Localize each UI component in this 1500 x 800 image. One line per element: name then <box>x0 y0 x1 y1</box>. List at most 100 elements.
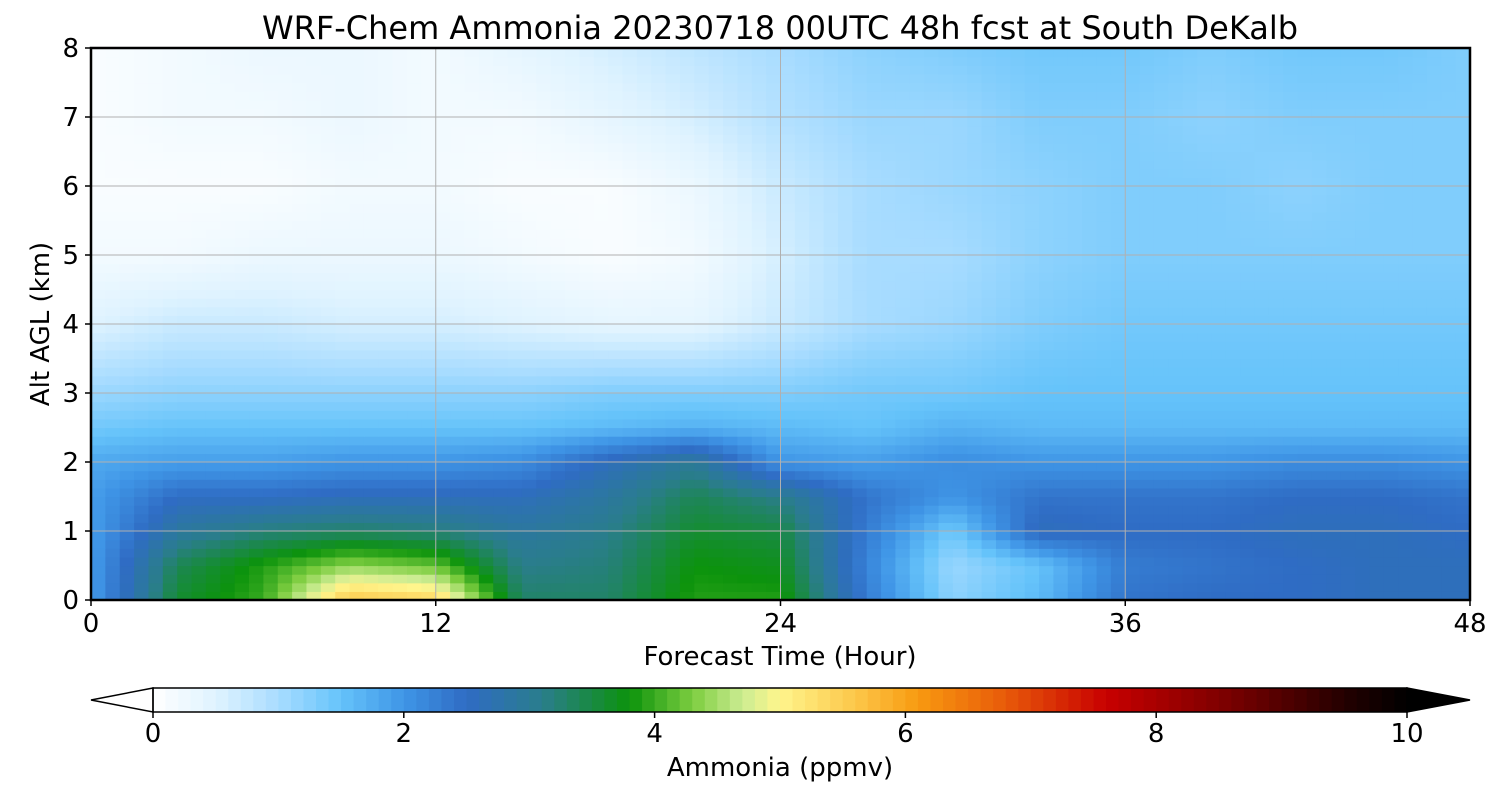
heatmap-cell <box>292 211 308 222</box>
heatmap-cell <box>249 246 264 256</box>
heatmap-cell <box>1240 401 1256 411</box>
heatmap-cell <box>249 582 264 592</box>
heatmap-cell <box>1355 410 1371 420</box>
heatmap-cell <box>1355 246 1371 256</box>
heatmap-cell <box>895 548 911 558</box>
heatmap-cell <box>378 479 394 489</box>
heatmap-cell <box>1441 298 1457 308</box>
heatmap-cell <box>1240 289 1256 299</box>
heatmap-cell <box>636 444 652 454</box>
heatmap-cell <box>593 556 609 567</box>
heatmap-cell <box>1211 487 1227 498</box>
heatmap-cell <box>723 479 738 489</box>
heatmap-cell <box>608 306 624 316</box>
heatmap-cell <box>895 582 911 592</box>
heatmap-cell <box>1326 272 1342 282</box>
heatmap-cell <box>134 462 150 472</box>
heatmap-cell <box>622 556 638 567</box>
heatmap-cell <box>1024 574 1040 584</box>
heatmap-cell <box>1412 272 1428 282</box>
heatmap-cell <box>392 151 408 161</box>
heatmap-cell <box>1211 591 1227 600</box>
heatmap-cell <box>493 237 509 247</box>
heatmap-cell <box>1398 237 1414 247</box>
heatmap-cell <box>809 324 825 334</box>
heatmap-cell <box>837 280 853 291</box>
heatmap-cell <box>1039 418 1055 429</box>
heatmap-cell <box>378 591 394 600</box>
heatmap-cell <box>837 237 853 247</box>
heatmap-cell <box>1096 531 1112 541</box>
heatmap-cell <box>780 418 796 429</box>
heatmap-cell <box>435 211 451 222</box>
heatmap-cell <box>1455 591 1470 600</box>
heatmap-cell <box>1024 505 1040 515</box>
heatmap-cell <box>234 384 250 394</box>
heatmap-cell <box>1153 384 1169 394</box>
heatmap-cell <box>177 168 193 178</box>
heatmap-cell <box>809 289 825 299</box>
heatmap-cell <box>909 427 925 437</box>
heatmap-cell <box>1283 565 1299 575</box>
heatmap-cell <box>1197 548 1213 558</box>
heatmap-cell <box>363 358 379 368</box>
heatmap-cell <box>938 220 954 230</box>
heatmap-cell <box>1082 444 1098 454</box>
heatmap-cell <box>177 401 193 411</box>
heatmap-cell <box>1455 263 1470 273</box>
heatmap-cell <box>220 341 236 351</box>
heatmap-cell <box>1369 341 1385 351</box>
heatmap-cell <box>536 151 552 161</box>
heatmap-cell <box>1153 556 1169 567</box>
heatmap-cell <box>292 444 308 454</box>
heatmap-cell <box>1283 505 1299 515</box>
heatmap-cell <box>1240 574 1256 584</box>
heatmap-cell <box>1225 384 1241 394</box>
heatmap-cell <box>162 522 178 532</box>
heatmap-cell <box>766 513 782 523</box>
heatmap-cell <box>679 531 695 541</box>
heatmap-cell <box>881 315 897 325</box>
heatmap-cell <box>1139 367 1155 377</box>
heatmap-cell <box>995 246 1011 256</box>
heatmap-cell <box>1340 280 1356 291</box>
heatmap-cell <box>766 462 782 472</box>
heatmap-cell <box>263 496 279 506</box>
heatmap-cell <box>1010 186 1026 196</box>
heatmap-cell <box>593 306 609 316</box>
heatmap-cell <box>1311 315 1327 325</box>
heatmap-cell <box>1125 203 1141 213</box>
heatmap-cell <box>119 272 135 282</box>
heatmap-cell <box>608 539 624 549</box>
heatmap-cell <box>550 401 566 411</box>
heatmap-cell <box>1139 211 1155 222</box>
heatmap-cell <box>723 280 738 291</box>
heatmap-cell <box>1268 280 1284 291</box>
heatmap-cell <box>565 160 580 170</box>
heatmap-cell <box>1254 539 1270 549</box>
heatmap-cell <box>1326 565 1342 575</box>
heatmap-cell <box>349 194 365 204</box>
heatmap-cell <box>306 324 322 334</box>
heatmap-cell <box>1441 548 1457 558</box>
heatmap-cell <box>1067 444 1083 454</box>
heatmap-cell <box>464 418 480 429</box>
heatmap-cell <box>608 324 624 334</box>
heatmap-cell <box>1398 384 1414 394</box>
heatmap-cell <box>1082 401 1098 411</box>
heatmap-cell <box>349 306 365 316</box>
heatmap-cell <box>162 280 178 291</box>
heatmap-cell <box>766 255 782 265</box>
heatmap-cell <box>1110 548 1126 558</box>
heatmap-cell <box>234 548 250 558</box>
heatmap-cell <box>1441 574 1457 584</box>
heatmap-cell <box>866 556 882 567</box>
heatmap-cell <box>679 453 695 463</box>
heatmap-cell <box>205 315 221 325</box>
heatmap-cell <box>1153 332 1169 342</box>
heatmap-cell <box>234 168 250 178</box>
heatmap-cell <box>1355 531 1371 541</box>
heatmap-cell <box>335 436 351 446</box>
heatmap-cell <box>1096 289 1112 299</box>
heatmap-cell <box>866 272 882 282</box>
